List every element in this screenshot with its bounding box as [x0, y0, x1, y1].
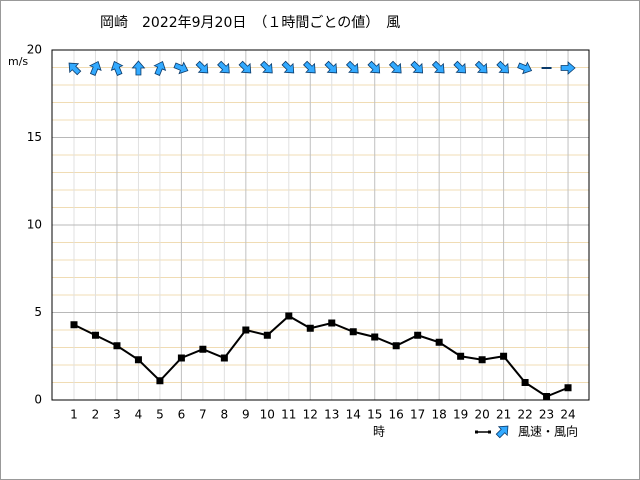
x-tick-label: 14 — [346, 408, 361, 422]
wind-arrow — [195, 60, 209, 74]
wind-arrow — [496, 60, 509, 74]
wind-arrow — [474, 60, 488, 74]
point — [435, 338, 443, 346]
point — [392, 342, 400, 350]
point — [349, 328, 357, 336]
wind-arrow — [68, 62, 82, 76]
wind-arrow — [131, 60, 146, 76]
wind-arrow — [410, 60, 424, 74]
wind-arrow — [517, 61, 533, 75]
x-tick-label: 12 — [303, 408, 318, 422]
x-tick-label: 3 — [113, 408, 121, 422]
x-tick-label: 11 — [281, 408, 296, 422]
point — [91, 331, 99, 339]
point — [414, 331, 422, 339]
y-tick-label: 15 — [27, 130, 42, 144]
y-axis-label: m/s — [8, 55, 28, 68]
x-tick-label: 22 — [517, 408, 532, 422]
point — [177, 354, 185, 362]
x-tick-label: 21 — [496, 408, 511, 422]
point — [113, 342, 121, 350]
point — [70, 321, 78, 329]
point — [328, 319, 336, 327]
point — [285, 312, 293, 320]
legend-point — [488, 430, 491, 434]
wind-arrow — [302, 60, 316, 74]
point — [478, 356, 486, 364]
point — [242, 326, 250, 334]
point — [220, 354, 228, 362]
x-tick-label: 2 — [92, 408, 100, 422]
y-tick-label: 0 — [34, 393, 42, 407]
x-tick-label: 20 — [474, 408, 489, 422]
chart-title: 岡崎 2022年9月20日 （１時間ごとの値） 風 — [100, 15, 400, 31]
point — [371, 333, 379, 341]
wind-arrow — [388, 60, 402, 74]
point — [521, 379, 529, 386]
legend-point — [475, 430, 478, 434]
x-tick-label: 17 — [410, 408, 425, 422]
wind-arrow — [453, 60, 467, 74]
wind-arrow — [324, 60, 338, 74]
point — [199, 345, 207, 353]
x-tick-label: 4 — [135, 408, 143, 422]
wind-arrow — [431, 60, 445, 74]
x-tick-label: 9 — [242, 408, 250, 422]
wind-arrow — [110, 60, 124, 76]
x-tick-label: 18 — [432, 408, 447, 422]
x-tick-label: 23 — [539, 408, 554, 422]
wind-arrow — [217, 60, 230, 74]
point — [543, 393, 551, 400]
wind-arrow — [560, 61, 576, 75]
x-tick-label: 5 — [156, 408, 164, 422]
y-tick-label: 20 — [27, 43, 42, 57]
legend-label: 風速・風向 — [518, 424, 578, 439]
x-tick-label: 15 — [367, 408, 382, 422]
y-tick-label: 10 — [27, 218, 42, 232]
x-tick-label: 19 — [453, 408, 468, 422]
x-tick-label: 6 — [178, 408, 186, 422]
x-tick-label: 10 — [260, 408, 275, 422]
x-tick-label: 8 — [221, 408, 229, 422]
wind-arrow — [238, 60, 252, 74]
point — [263, 331, 271, 339]
wind-arrow — [153, 60, 167, 76]
point — [500, 352, 508, 360]
line — [73, 314, 569, 398]
x-tick-label: 13 — [324, 408, 339, 422]
point — [457, 352, 465, 360]
x-axis-label: 時 — [373, 425, 385, 439]
wind-arrow — [367, 60, 381, 74]
point — [306, 324, 314, 332]
x-tick-label: 7 — [199, 408, 207, 422]
wind-arrow — [345, 60, 359, 74]
wind-arrow — [88, 60, 102, 76]
x-tick-label: 24 — [560, 408, 575, 422]
x-tick-label: 16 — [389, 408, 404, 422]
grid — [51, 49, 590, 401]
point — [156, 377, 164, 385]
point — [564, 384, 572, 392]
wind-arrow — [260, 60, 273, 74]
legend-arrow — [495, 425, 509, 439]
wind-arrow — [281, 60, 295, 74]
y-tick-label: 5 — [34, 305, 42, 319]
x-tick-label: 1 — [70, 408, 78, 422]
marks — [70, 312, 572, 400]
wind-arrow — [173, 61, 189, 75]
point — [134, 356, 142, 364]
plot-border — [51, 49, 590, 401]
